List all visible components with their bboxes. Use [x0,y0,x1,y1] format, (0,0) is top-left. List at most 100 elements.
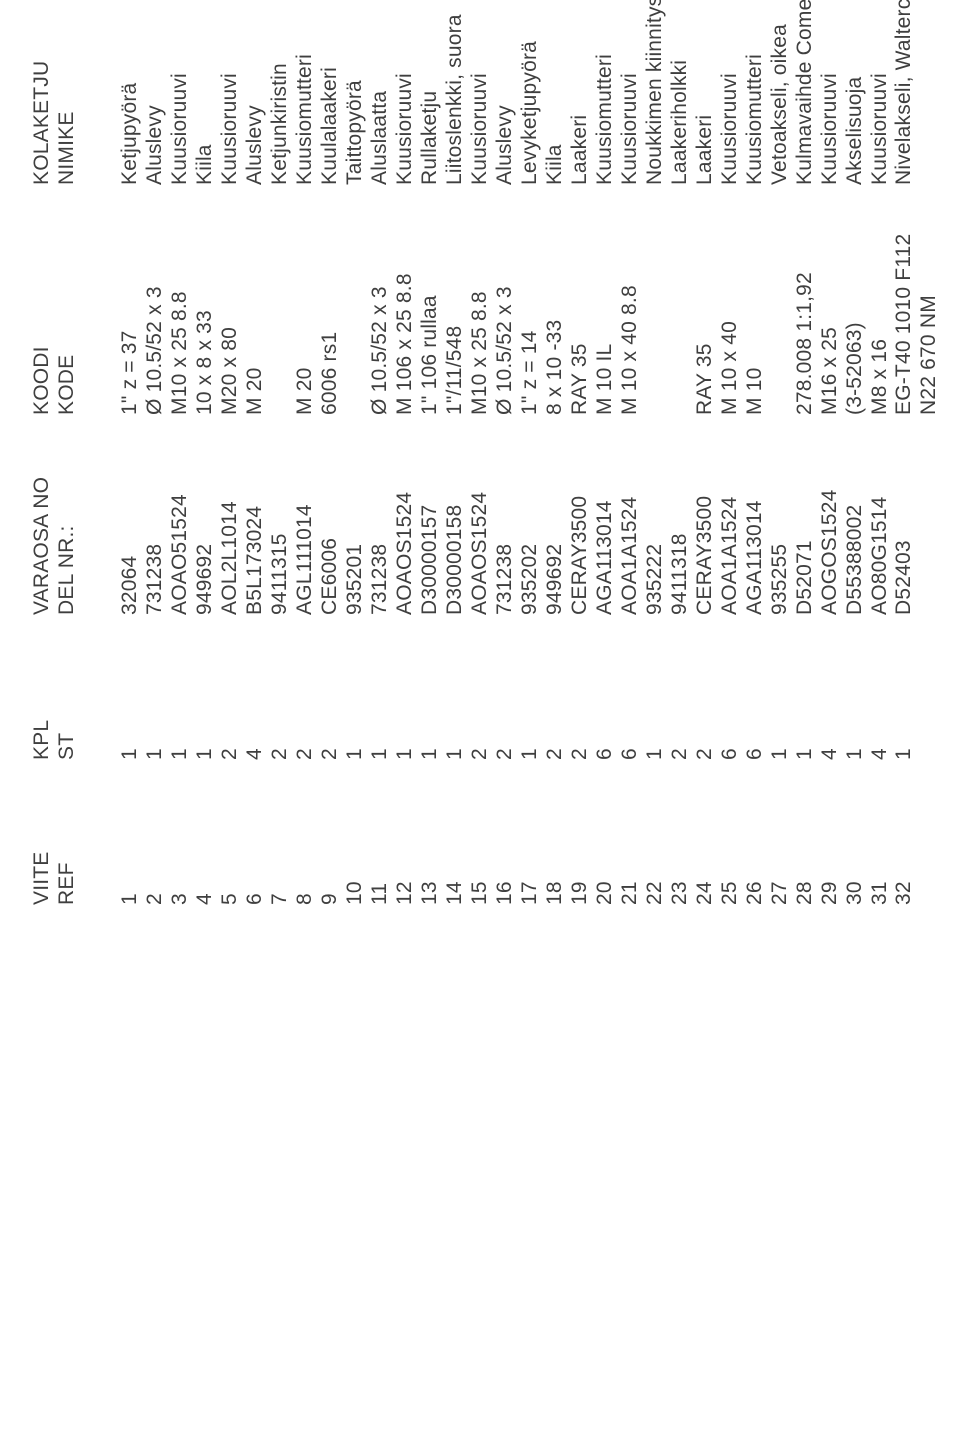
cell-pn: CE6006 [318,415,343,615]
cell-kode: M10 x 25 8.8 [168,185,193,415]
cell-ref: 27 [768,760,793,905]
cell-kode: M 10 [743,185,768,415]
cell-st: 1 [768,615,793,760]
cell-pn: D30000158 [443,415,468,615]
cell-ref: 3 [168,760,193,905]
cell-fi: Nivelakseli, Waltercheir [892,0,917,185]
cell-ref: 12 [393,760,418,905]
cell-pn: 949692 [193,415,218,615]
cell-pn: 935255 [768,415,793,615]
hdr-kode-sv: KODE [55,355,78,415]
cell-kode: M16 x 25 [818,185,843,415]
cell-kode: EG-T40 1010 F112 [892,185,917,415]
cell-st: 2 [493,615,518,760]
cell-ref: 26 [743,760,768,905]
cell-st: 6 [718,615,743,760]
cell-st: 1 [168,615,193,760]
cell-pn: AGA113014 [743,415,768,615]
cell-fi: Rullaketju [418,0,443,185]
cell-kode: M 10 IL [593,185,618,415]
cell-pn: 935201 [343,415,368,615]
cell-pn: D52071 [793,415,818,615]
cell-kode: Ø 10.5/52 x 3 [368,185,393,415]
cell-kode: M 10 x 40 [718,185,743,415]
hdr-fi-fi: KOLAKETJU [30,61,53,185]
cell-st: 2 [293,615,318,760]
cell-pn: D52403 [892,415,917,615]
hdr-ref: VIITE REF [30,760,80,905]
cell-fi: Taittopyörä [343,0,368,185]
cell-kode: 10 x 8 x 33 [193,185,218,415]
cell-ref: 22 [643,760,668,905]
cell-ref: 17 [518,760,543,905]
cell-pn: AOAOS1524 [393,415,418,615]
cell-ref: 18 [543,760,568,905]
cell-fi: Kuusioruuvi [168,0,193,185]
col-ref: VIITE REF 123456789101112131415161718192… [30,760,942,905]
cell-kode: 6006 rs1 [318,185,343,415]
cell-pn: 9411315 [268,415,293,615]
cell-kode: 1"/11/548 [443,185,468,415]
cell-st: 6 [593,615,618,760]
cells-pn: 32064731238AOAO51524949692AOL2L1014B5L17… [118,415,918,615]
col-name-fi: KOLAKETJU NIMIKE KetjupyöräAluslevyKuusi… [30,0,942,185]
col-kode: KOODI KODE 1" z = 37Ø 10.5/52 x 3M10 x 2… [30,185,942,415]
cell-st: 1 [892,615,917,760]
cell-pn: CERAY3500 [693,415,718,615]
hdr-st-fi: KPL [30,720,53,760]
cell-ref: 23 [668,760,693,905]
cell-fi: Kuusioruuvi [618,0,643,185]
cell-st: 2 [268,615,293,760]
cell-fi: Kuusioruuvi [393,0,418,185]
cell-st: 1 [793,615,818,760]
cell-fi: Kuusioruuvi [868,0,893,185]
cell-ref: 6 [243,760,268,905]
cell-fi: Kuusiomutteri [293,0,318,185]
cell-st: 2 [218,615,243,760]
cell-fi: Kulmavaihde Comer [793,0,818,185]
cell-st: 1 [343,615,368,760]
cell-pn: 731238 [368,415,393,615]
cell-fi: Laakeri [693,0,718,185]
cell-ref: 25 [718,760,743,905]
cell-st: 4 [868,615,893,760]
cell-kode: 1" 106 rullaa [418,185,443,415]
cell-st: 2 [568,615,593,760]
cell-ref: 14 [443,760,468,905]
cell-pn: AOL2L1014 [218,415,243,615]
cell-kode [343,185,368,415]
cell-fi: Aluslevy [243,0,268,185]
cell-kode: M8 x 16 [868,185,893,415]
cell-fi: Kiila [193,0,218,185]
cell-st: 2 [543,615,568,760]
cell-fi: Kiila [543,0,568,185]
cell-st: 1 [143,615,168,760]
cell-kode: 278.008 1:1,92 [793,185,818,415]
cell-pn: D30000157 [418,415,443,615]
cell-st: 1 [118,615,143,760]
cell-ref: 24 [693,760,718,905]
cell-kode: (3-52063) [843,185,868,415]
cell-pn: AOAOS1524 [468,415,493,615]
hdr-kode-fi: KOODI [30,346,53,415]
cell-fi: Aluslevy [493,0,518,185]
hdr-ref-sv: REF [55,862,78,905]
cell-fi: Kuusioruuvi [218,0,243,185]
cell-pn: 935202 [518,415,543,615]
cell-fi: Laakeriholkki [668,0,693,185]
cell-fi: Kuusioruuvi [468,0,493,185]
cell-ref: 20 [593,760,618,905]
cell-fi: Kuulalaakeri [318,0,343,185]
cell-pn: CERAY3500 [568,415,593,615]
cell-kode: M 20 [243,185,268,415]
cell-kode [668,185,693,415]
columns-container: VIITE REF 123456789101112131415161718192… [30,0,942,905]
cell-pn: AOAO51524 [168,415,193,615]
hdr-st-sv: ST [55,733,78,760]
cells-fi: KetjupyöräAluslevyKuusioruuviKiilaKuusio… [118,0,918,185]
cell-fi: Ketjupyörä [118,0,143,185]
cell-ref: 10 [343,760,368,905]
cell-st: 2 [668,615,693,760]
cell-kode: M 10 x 40 8.8 [618,185,643,415]
cell-st: 1 [418,615,443,760]
